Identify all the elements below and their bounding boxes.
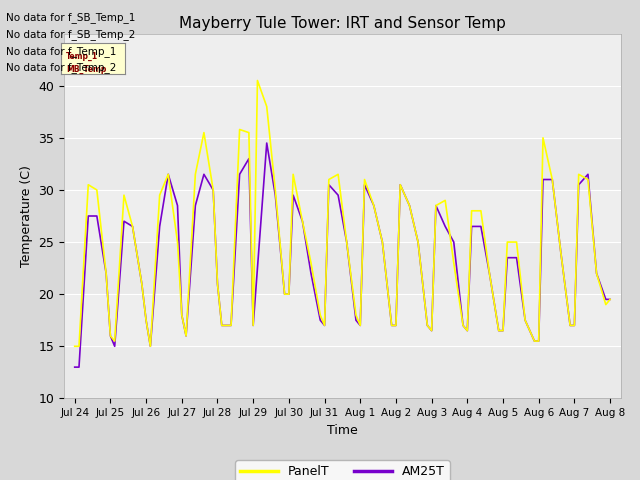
Text: No data for f_SB_Temp_2: No data for f_SB_Temp_2	[6, 29, 136, 40]
AM25T	[253, 265, 261, 271]
Legend: PanelT, AM25T: PanelT, AM25T	[235, 460, 450, 480]
AM25T	[432, 203, 440, 208]
AM25T	[263, 140, 271, 146]
Text: No data for f_Temp_2: No data for f_Temp_2	[6, 62, 116, 73]
Text: No data for f_SB_Temp_1: No data for f_SB_Temp_1	[6, 12, 136, 23]
AM25T	[424, 323, 431, 328]
Bar	[64, 138, 621, 190]
PanelT	[432, 203, 440, 208]
Text: MB_Temp: MB_Temp	[66, 65, 106, 74]
X-axis label: Time: Time	[327, 424, 358, 437]
AM25T	[606, 297, 614, 302]
PanelT	[504, 239, 511, 245]
AM25T	[504, 255, 511, 261]
PanelT	[253, 78, 261, 84]
Line: AM25T: AM25T	[75, 143, 610, 367]
PanelT	[606, 297, 614, 302]
PanelT	[356, 323, 364, 328]
Text: No data for f_Temp_1: No data for f_Temp_1	[6, 46, 116, 57]
Line: PanelT: PanelT	[75, 81, 610, 346]
PanelT	[424, 323, 431, 328]
Bar	[64, 242, 621, 294]
AM25T	[356, 323, 364, 328]
PanelT	[71, 343, 79, 349]
Bar	[64, 346, 621, 398]
Y-axis label: Temperature (C): Temperature (C)	[20, 165, 33, 267]
PanelT	[263, 104, 271, 109]
Title: Mayberry Tule Tower: IRT and Sensor Temp: Mayberry Tule Tower: IRT and Sensor Temp	[179, 16, 506, 31]
AM25T	[120, 218, 128, 224]
Text: Temp_1: Temp_1	[66, 52, 98, 61]
PanelT	[120, 192, 128, 198]
AM25T	[71, 364, 79, 370]
